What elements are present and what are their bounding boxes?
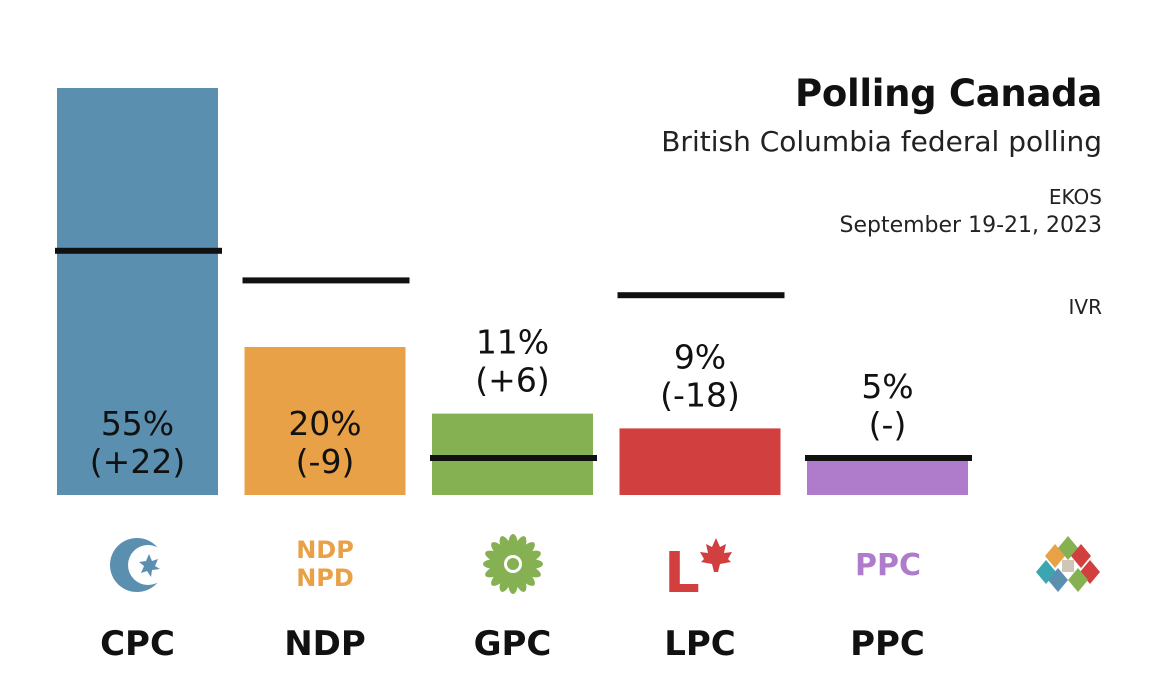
change-label-lpc: (-18) — [660, 375, 740, 414]
ppc-logo-icon: PPC — [855, 548, 921, 583]
bars-group — [57, 88, 968, 495]
bar-ppc — [807, 458, 968, 495]
value-label-ppc: 5% — [861, 367, 913, 406]
party-label-lpc: LPC — [664, 624, 736, 664]
value-label-cpc: 55% — [101, 404, 174, 443]
bar-cpc — [57, 88, 218, 495]
change-label-ndp: (-9) — [296, 442, 355, 481]
previous-marker-gpc — [430, 455, 597, 461]
gpc-logo-icon — [483, 534, 543, 594]
previous-marker-ppc — [805, 455, 972, 461]
ndp-logo-line1: NDP — [296, 536, 354, 564]
bar-lpc — [619, 428, 781, 495]
change-label-gpc: (+6) — [475, 361, 549, 400]
value-label-gpc: 11% — [476, 323, 549, 362]
change-label-ppc: (-) — [869, 405, 907, 444]
party-labels-group: CPC NDP GPC LPC PPC — [100, 624, 925, 664]
previous-marker-ndp — [242, 277, 410, 284]
lpc-logo-letter: L — [664, 541, 700, 606]
poll-method: IVR — [1068, 295, 1102, 319]
chart-subtitle: British Columbia federal polling — [661, 125, 1102, 158]
lpc-logo-icon: L — [664, 538, 732, 606]
party-label-ppc: PPC — [850, 624, 925, 664]
party-logos: NDP NPD L PPC — [110, 534, 1100, 606]
party-label-ndp: NDP — [284, 624, 366, 664]
ndp-logo-line2: NPD — [296, 564, 354, 592]
party-label-cpc: CPC — [100, 624, 175, 664]
previous-marker-cpc — [55, 247, 222, 254]
chart-title: Polling Canada — [795, 72, 1102, 115]
poll-dates: September 19-21, 2023 — [839, 213, 1103, 238]
other-party-logo-icon — [1036, 536, 1100, 592]
value-label-lpc: 9% — [674, 337, 726, 376]
pollster-label: EKOS — [1048, 185, 1102, 209]
value-label-ndp: 20% — [288, 404, 361, 443]
ndp-logo-icon: NDP NPD — [296, 536, 354, 592]
value-labels-group: 55%(+22) 20%(-9) 11%(+6) 9%(-18) 5%(-) — [90, 323, 914, 481]
bar-ndp — [244, 347, 406, 495]
bar-gpc — [432, 413, 593, 495]
party-label-gpc: GPC — [474, 624, 552, 664]
change-label-cpc: (+22) — [90, 442, 185, 481]
previous-marker-lpc — [617, 292, 785, 299]
previous-result-markers — [55, 247, 972, 461]
cpc-logo-icon — [110, 538, 168, 592]
